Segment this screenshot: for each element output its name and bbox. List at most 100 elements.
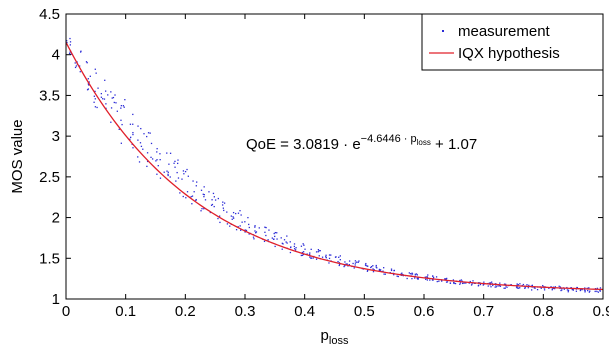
- measurement-point: [366, 270, 369, 272]
- measurement-point: [483, 283, 485, 286]
- measurement-point: [289, 241, 291, 243]
- measurement-point: [159, 159, 161, 161]
- x-tick-label: 0.8: [533, 303, 554, 320]
- measurement-point: [175, 180, 177, 182]
- measurement-point: [274, 231, 276, 234]
- measurement-point: [115, 102, 117, 104]
- measurement-point: [235, 229, 238, 231]
- measurement-point: [470, 284, 473, 286]
- measurement-point: [103, 98, 106, 100]
- measurement-point: [353, 267, 355, 269]
- measurement-point: [372, 268, 374, 270]
- measurement-point: [312, 257, 314, 259]
- measurement-point: [187, 175, 189, 177]
- measurement-point: [318, 250, 320, 252]
- x-tick-label: 0.3: [235, 303, 256, 320]
- measurement-point: [543, 287, 545, 289]
- measurement-point: [273, 232, 275, 235]
- measurement-point: [489, 284, 491, 286]
- measurement-point: [293, 243, 296, 245]
- measurement-point: [468, 282, 470, 284]
- measurement-point: [462, 282, 464, 285]
- measurement-point: [86, 62, 88, 64]
- measurement-point: [383, 267, 385, 269]
- measurement-point: [540, 287, 542, 289]
- measurement-point: [378, 269, 380, 271]
- measurement-point: [69, 44, 71, 46]
- measurement-point: [195, 198, 197, 201]
- measurement-point: [174, 166, 176, 168]
- measurement-point: [441, 280, 443, 282]
- measurement-point: [454, 282, 457, 285]
- measurement-point: [345, 263, 347, 265]
- measurement-point: [120, 105, 123, 107]
- measurement-point: [417, 277, 419, 279]
- iqx-hypothesis-line: [65, 42, 604, 291]
- measurement-point: [129, 123, 132, 125]
- measurement-point: [132, 147, 134, 149]
- measurement-point: [570, 287, 572, 289]
- measurement-point: [309, 252, 311, 254]
- measurement-point: [348, 263, 350, 266]
- measurement-point: [203, 186, 205, 188]
- measurement-point: [88, 84, 90, 86]
- measurement-point: [436, 280, 438, 283]
- x-axis-ticks: 0 0.1 0.2 0.3 0.4 0.5 0.6 0.7 0.8 0.9: [62, 14, 609, 320]
- measurement-point: [179, 192, 181, 194]
- measurement-point: [575, 290, 578, 292]
- y-tick-label: 2: [52, 210, 60, 227]
- measurement-point: [156, 173, 158, 175]
- measurement-point: [129, 136, 132, 139]
- measurement-point: [415, 273, 418, 275]
- measurement-point: [504, 283, 507, 285]
- measurement-point: [94, 106, 97, 108]
- measurement-point: [237, 212, 240, 214]
- measurement-point: [276, 238, 278, 240]
- measurement-point: [588, 287, 590, 289]
- measurement-point: [209, 211, 211, 214]
- measurement-point: [310, 248, 312, 250]
- measurement-point: [438, 280, 440, 282]
- measurement-point: [397, 275, 399, 278]
- measurement-point: [140, 127, 142, 130]
- measurement-point: [150, 156, 152, 159]
- measurement-point: [416, 274, 419, 276]
- measurement-point: [527, 287, 529, 289]
- x-tick-label: 0.5: [354, 303, 375, 320]
- measurement-point: [319, 250, 321, 252]
- measurement-point: [302, 253, 305, 256]
- measurement-point: [427, 274, 429, 276]
- measurement-point: [431, 279, 434, 281]
- measurement-point: [192, 180, 194, 182]
- measurement-point: [325, 256, 327, 258]
- measurement-point: [301, 251, 304, 254]
- measurement-point: [524, 286, 526, 289]
- measurement-point: [110, 91, 112, 93]
- measurement-point: [396, 275, 398, 277]
- measurement-point: [530, 289, 533, 291]
- x-axis-label-subscript: loss: [329, 335, 349, 347]
- measurement-point: [105, 103, 107, 105]
- measurement-point: [445, 278, 447, 281]
- measurement-point: [193, 191, 195, 193]
- measurement-point: [554, 287, 556, 290]
- y-axis-label: MOS value: [9, 119, 26, 193]
- measurement-point: [244, 229, 246, 231]
- measurement-point: [78, 65, 81, 67]
- measurement-point: [414, 277, 416, 279]
- measurement-point: [235, 212, 237, 215]
- measurement-point: [365, 264, 367, 267]
- measurement-point: [411, 272, 413, 274]
- measurement-point: [268, 229, 270, 231]
- measurement-point: [599, 290, 601, 292]
- measurement-point: [424, 276, 427, 278]
- measurement-point: [100, 92, 103, 95]
- measurement-point: [166, 170, 168, 172]
- measurement-point: [221, 204, 224, 206]
- measurement-point: [589, 290, 591, 292]
- measurement-point: [168, 163, 170, 165]
- measurement-point: [166, 152, 168, 154]
- measurement-point: [295, 247, 297, 249]
- measurement-point: [383, 273, 385, 275]
- measurement-point: [245, 229, 248, 232]
